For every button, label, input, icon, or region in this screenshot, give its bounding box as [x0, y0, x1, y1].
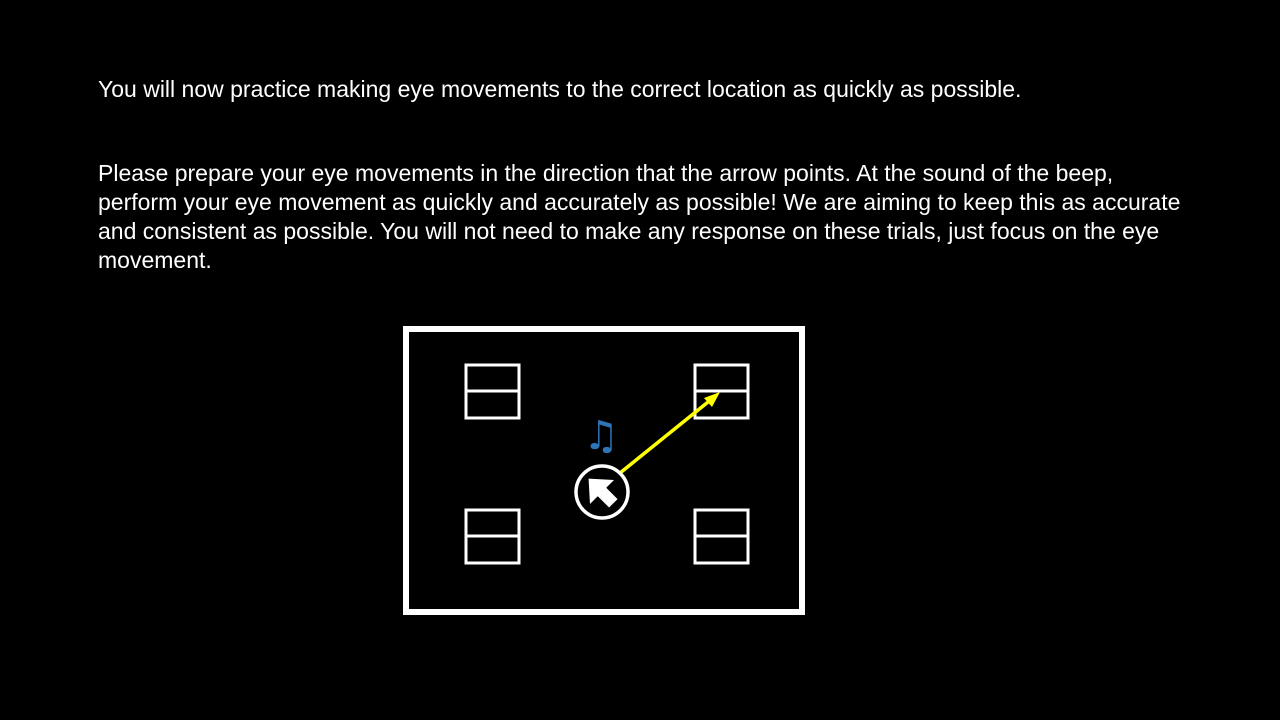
placeholder-box-top-right	[693, 363, 750, 420]
placeholder-box-bottom-right	[693, 508, 750, 565]
instruction-text-intro: You will now practice making eye movemen…	[98, 76, 1022, 102]
music-note-icon: ♫	[583, 413, 619, 459]
trial-diagram: ♫	[403, 326, 805, 615]
arrow-up-right-icon	[588, 478, 618, 508]
placeholder-box-bottom-left	[464, 508, 521, 565]
instruction-text-details: Please prepare your eye movements in the…	[98, 160, 1181, 273]
placeholder-box-top-left	[464, 363, 521, 420]
saccade-path-arrow	[618, 392, 720, 475]
fixation-cue	[574, 464, 630, 520]
